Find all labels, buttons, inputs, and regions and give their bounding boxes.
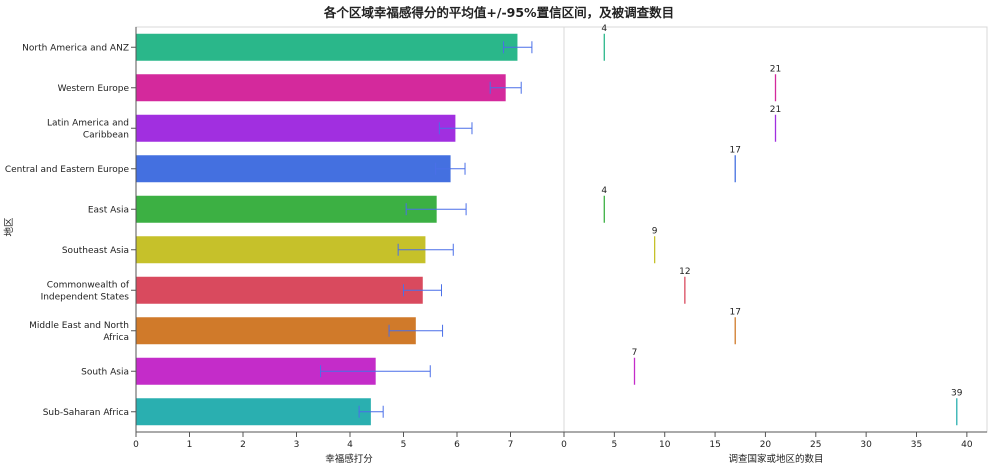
category-label-9: South Asia	[81, 367, 129, 377]
x-tick-label-2-6: 25	[810, 440, 821, 450]
score-bar-5	[136, 195, 437, 223]
category-label-5: East Asia	[88, 205, 129, 215]
category-label-8: Middle East and North Africa	[29, 321, 129, 343]
x-tick-label-1-5: 4	[347, 440, 353, 450]
x-axis-title-count: 调查国家或地区的数目	[728, 453, 823, 465]
category-label-4: Central and Eastern Europe	[5, 165, 130, 175]
x-tick-label-2-2: 5	[611, 440, 617, 450]
x-tick-label-2-4: 15	[709, 440, 720, 450]
category-label-10: Sub-Saharan Africa	[43, 408, 129, 418]
category-label-2: Western Europe	[58, 84, 130, 94]
score-bar-6	[136, 236, 426, 264]
x-tick-label-2-1: 0	[561, 440, 567, 450]
score-bar-1	[136, 33, 518, 61]
x-tick-label-2-9: 40	[961, 440, 973, 450]
chart-title: 各个区域幸福感得分的平均值+/-95%置信区间，及被调查数目	[323, 5, 674, 20]
x-axis-title-score: 幸福感打分	[325, 453, 373, 465]
category-label-3: Latin America and Caribbean	[47, 118, 129, 140]
score-bar-3	[136, 114, 456, 142]
category-label-7: Commonwealth of Independent States	[41, 280, 130, 302]
count-label-6: 9	[652, 226, 658, 236]
score-bar-4	[136, 155, 451, 183]
count-label-5: 4	[601, 186, 607, 196]
x-tick-label-1-1: 0	[133, 440, 139, 450]
category-label-6: Southeast Asia	[62, 246, 129, 256]
count-label-3: 21	[770, 105, 781, 115]
x-tick-label-2-7: 30	[860, 440, 872, 450]
count-label-7: 12	[679, 267, 690, 277]
count-label-8: 17	[729, 307, 740, 317]
x-tick-label-1-3: 2	[240, 440, 246, 450]
count-label-4: 17	[729, 145, 740, 155]
x-tick-label-1-6: 5	[401, 440, 407, 450]
category-label-1: North America and ANZ	[22, 43, 129, 53]
count-label-9: 7	[632, 348, 638, 358]
count-label-1: 4	[601, 24, 607, 34]
score-bar-8	[136, 317, 416, 345]
x-tick-label-1-7: 6	[454, 440, 460, 450]
x-tick-label-2-5: 20	[760, 440, 772, 450]
score-bar-10	[136, 398, 371, 426]
y-axis-title: 地区	[3, 217, 15, 237]
x-tick-label-1-8: 7	[508, 440, 514, 450]
x-tick-label-1-2: 1	[187, 440, 193, 450]
count-label-2: 21	[770, 64, 781, 74]
score-bar-2	[136, 74, 506, 102]
score-bar-7	[136, 276, 423, 304]
count-label-10: 39	[951, 388, 963, 398]
x-tick-label-2-8: 35	[911, 440, 922, 450]
x-tick-label-2-3: 10	[659, 440, 671, 450]
x-tick-label-1-4: 3	[294, 440, 300, 450]
